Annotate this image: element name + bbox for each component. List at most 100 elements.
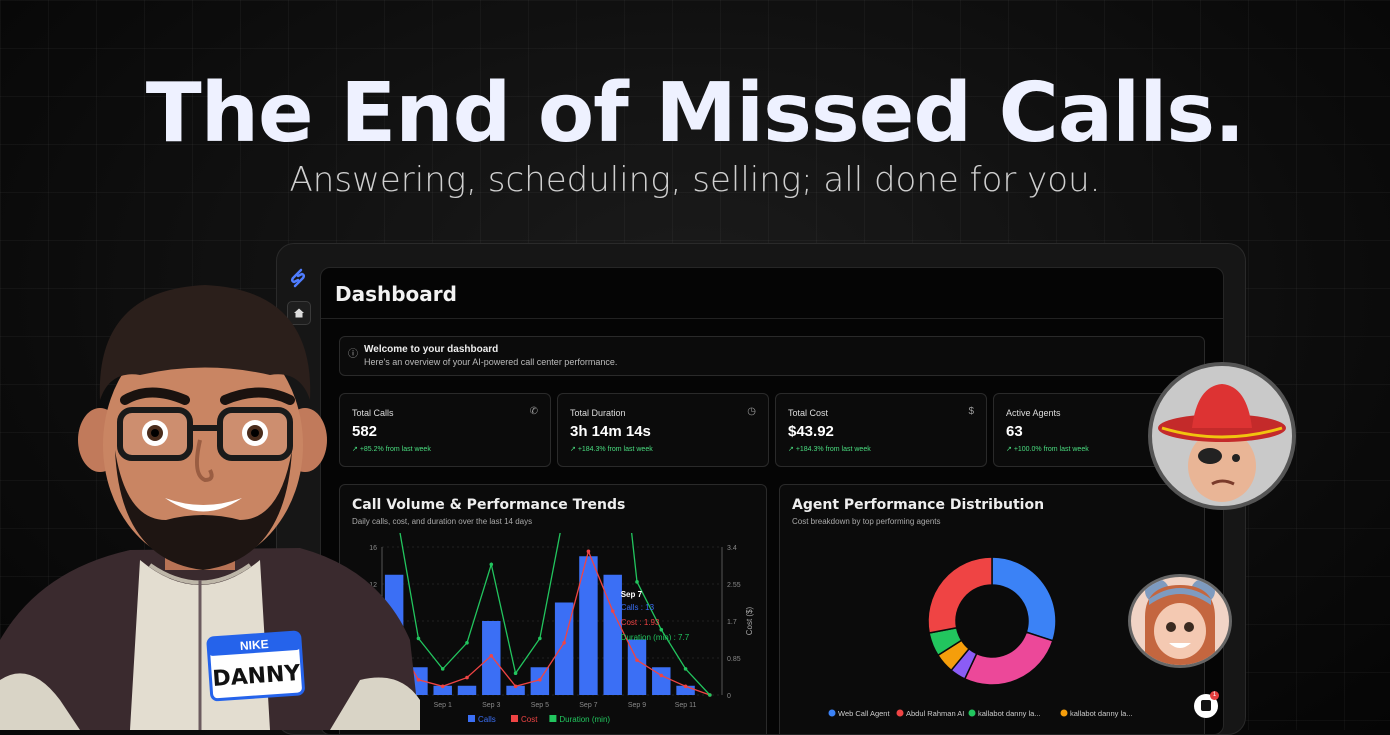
point-duration: [513, 671, 518, 676]
chart-subtitle: Daily calls, cost, and duration over the…: [352, 517, 533, 526]
stat-change: ↗ +184.3% from last week: [788, 446, 871, 453]
notification-badge: 1: [1210, 691, 1219, 700]
point-duration: [465, 640, 469, 645]
stat-label: Active Agents: [1006, 408, 1061, 418]
x-tick-label: Sep 7: [579, 702, 597, 709]
x-tick-label: Sep 1: [434, 702, 452, 709]
point-duration: [489, 562, 494, 567]
tooltip-line: Cost : 1.93: [621, 618, 660, 627]
y-axis-label-right: Cost ($): [745, 606, 754, 635]
legend-label: Abdul Rahman AI: [906, 709, 964, 718]
tooltip-line: Duration (min) : 7.7: [621, 633, 690, 642]
chart-title: Call Volume & Performance Trends: [352, 497, 626, 513]
home-icon[interactable]: [287, 301, 311, 325]
legend-swatch: [549, 715, 557, 722]
point-cost: [416, 677, 421, 682]
y-tick-label-right: 3.4: [727, 545, 737, 552]
x-tick-label: Sep 11: [675, 702, 697, 709]
y-tick-label-right: 0: [727, 693, 731, 700]
legend-dot: [896, 709, 904, 717]
legend-dot: [1060, 709, 1068, 717]
line-duration: [399, 533, 711, 696]
bar-calls: [506, 685, 525, 695]
donut-slice: [963, 631, 1054, 686]
welcome-text: Here's an overview of your AI-powered ca…: [364, 357, 618, 367]
danny-avatar-illustration: NIKE DANNY: [0, 285, 420, 730]
point-cost: [538, 677, 542, 682]
page-title: Dashboard: [335, 282, 457, 306]
point-duration: [659, 627, 664, 632]
stat-label: Total Calls: [352, 408, 394, 418]
tooltip-title: Sep 7: [621, 590, 643, 599]
stat-change: ↗ +184.3% from last week: [570, 446, 653, 453]
y-tick-label-right: 0.85: [727, 656, 741, 663]
y-tick-label-left: 16: [369, 545, 377, 552]
point-cost: [513, 684, 518, 689]
phone-icon: ✆: [529, 406, 538, 417]
stat-value: 63: [1006, 423, 1023, 440]
stat-card-total-calls[interactable]: Total Calls ✆ 582 ↗ +85.2% from last wee…: [339, 393, 551, 467]
dashboard-panel: Dashboard ⓘ Welcome to your dashboard He…: [320, 267, 1224, 735]
point-duration: [538, 636, 542, 641]
stat-card-total-cost[interactable]: Total Cost $ $43.92 ↗ +184.3% from last …: [775, 393, 987, 467]
bar-calls: [627, 639, 647, 695]
legend-label: Web Call Agent: [838, 709, 890, 718]
stat-label: Total Duration: [570, 408, 626, 418]
welcome-banner: ⓘ Welcome to your dashboard Here's an ov…: [339, 336, 1205, 376]
point-duration: [440, 667, 445, 671]
point-cost: [683, 684, 688, 689]
line-cost: [393, 549, 711, 696]
point-duration: [416, 636, 421, 641]
bar-calls: [579, 556, 598, 695]
point-cost: [562, 640, 566, 645]
legend-swatch: [468, 715, 475, 722]
legend-dot: [828, 709, 836, 717]
chat-widget-button[interactable]: 1: [1194, 691, 1219, 718]
point-cost: [635, 658, 639, 662]
point-cost: [659, 673, 664, 678]
bar-calls: [603, 574, 622, 695]
stat-value: 3h 14m 14s: [570, 423, 651, 440]
name-tag-brand: NIKE: [239, 637, 269, 653]
point-cost: [489, 654, 494, 658]
chat-icon: [1201, 700, 1211, 711]
y-tick-label-right: 1.7: [727, 619, 737, 626]
name-tag-name: DANNY: [212, 661, 303, 692]
point-cost: [586, 549, 591, 554]
donut-chart[interactable]: Web Call Agent Abdul Rahman AI kallabot da…: [780, 529, 1204, 735]
sidebar: [283, 265, 313, 725]
app-logo-icon[interactable]: [287, 267, 309, 289]
stat-card-total-duration[interactable]: Total Duration ◷ 3h 14m 14s ↗ +184.3% fr…: [557, 393, 769, 467]
user-avatar-girl: [1128, 574, 1232, 668]
bar-calls: [433, 685, 452, 695]
point-cost: [465, 675, 469, 680]
hero-subtitle: Answering, scheduling, selling; all done…: [289, 160, 1101, 200]
point-cost: [610, 609, 615, 613]
stat-value: $43.92: [788, 423, 834, 440]
legend-swatch: [511, 715, 518, 722]
x-tick-label: Sep 9: [628, 702, 646, 709]
stat-value: 582: [352, 423, 378, 440]
bar-calls: [457, 685, 477, 695]
donut-slice: [991, 556, 1057, 642]
point-duration: [635, 580, 639, 584]
info-icon: ⓘ: [348, 349, 358, 360]
welcome-title: Welcome to your dashboard: [364, 344, 499, 355]
x-tick-label: Sep 3: [482, 702, 500, 709]
point-cost: [440, 684, 445, 689]
legend-label: kallabot danny la...: [978, 709, 1041, 718]
stat-change: ↗ +85.2% from last week: [352, 446, 431, 453]
chart-title: Agent Performance Distribution: [792, 497, 1045, 513]
legend-label: Duration (min): [559, 715, 610, 724]
hero-title: The End of Missed Calls.: [145, 66, 1246, 161]
point-duration: [708, 693, 712, 697]
point-duration: [683, 667, 688, 671]
chart-subtitle: Cost breakdown by top performing agents: [792, 517, 941, 526]
y-tick-label-left: 12: [369, 582, 377, 589]
bar-calls: [676, 685, 695, 695]
tooltip-line: Calls : 13: [621, 603, 655, 612]
y-tick-label-right: 2.55: [727, 582, 741, 589]
agent-distribution-card: Agent Performance Distribution Cost brea…: [779, 484, 1205, 735]
legend-label: kallabot danny la...: [1070, 709, 1133, 718]
user-avatar-sombrero: [1148, 362, 1296, 510]
